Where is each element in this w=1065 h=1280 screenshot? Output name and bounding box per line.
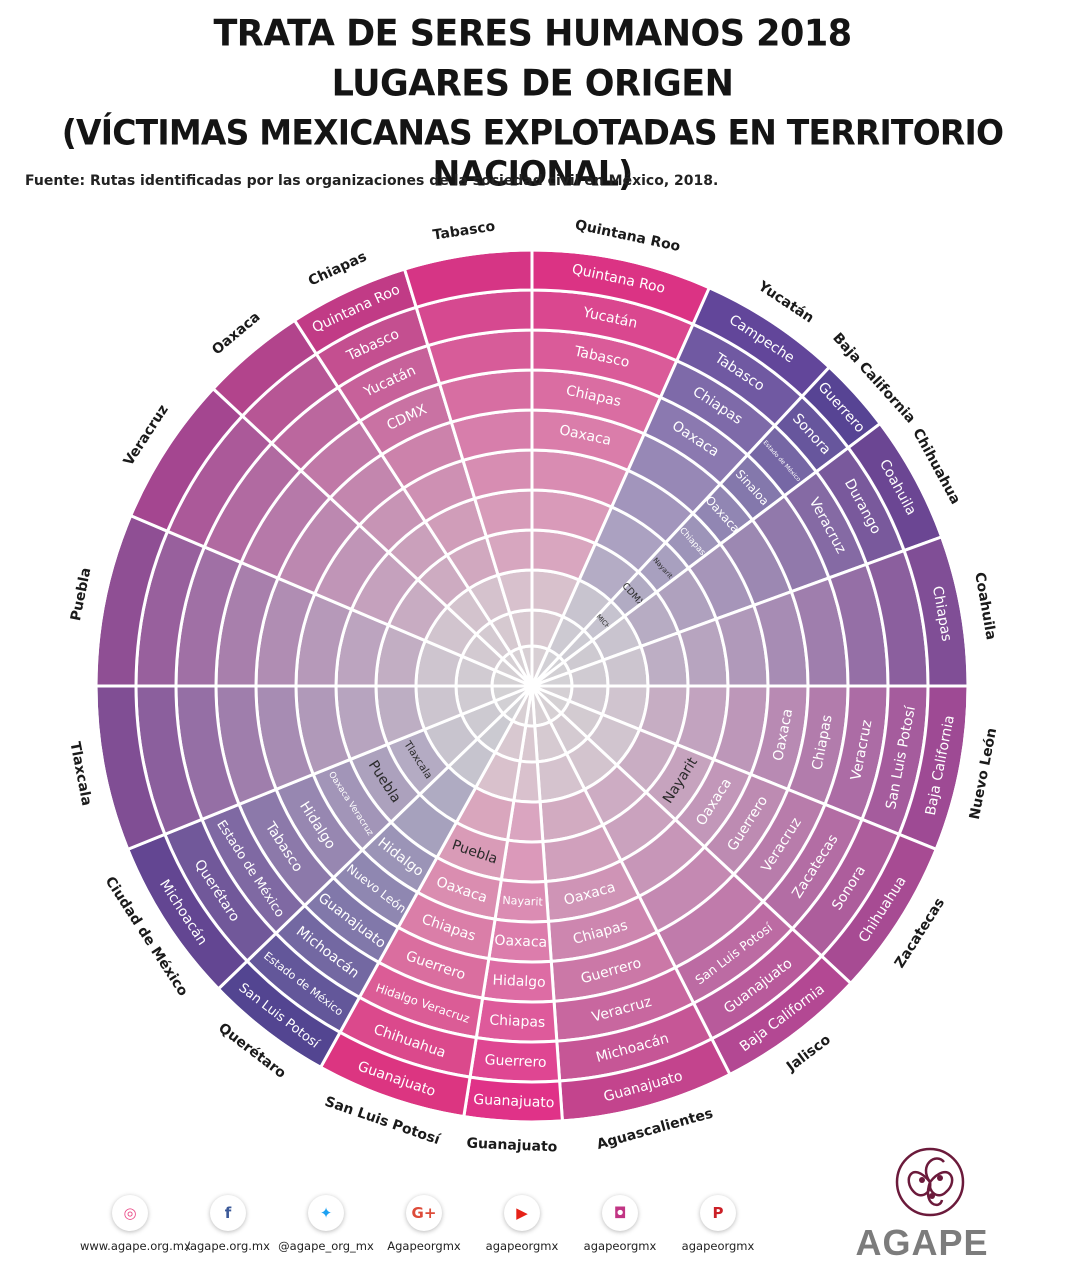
- origin-label: Nayarit: [502, 894, 544, 909]
- destination-label: Nuevo León: [967, 727, 1000, 821]
- title-line-3: (VÍCTIMAS MEXICANAS EXPLOTADAS EN TERRIT…: [61, 112, 1004, 194]
- social-label: /agape.org.mx: [186, 1239, 270, 1253]
- destination-label: Tabasco: [432, 218, 497, 243]
- youtube-icon[interactable]: ▶: [504, 1195, 540, 1231]
- dribbble-icon[interactable]: ◎: [112, 1195, 148, 1231]
- twitter-icon[interactable]: ✦: [308, 1195, 344, 1231]
- social-link[interactable]: ◘ agapeorgmx: [570, 1195, 670, 1253]
- pinterest-icon[interactable]: P: [700, 1195, 736, 1231]
- destination-label: Quintana Roo: [574, 217, 682, 255]
- social-link[interactable]: ▶ agapeorgmx: [472, 1195, 572, 1253]
- social-link[interactable]: f/agape.org.mx: [178, 1195, 278, 1253]
- destination-label: Puebla: [68, 566, 94, 622]
- origin-label: Oaxaca: [494, 933, 547, 951]
- google-plus-icon[interactable]: G+: [406, 1195, 442, 1231]
- origin-label: Chiapas: [489, 1012, 546, 1030]
- social-link[interactable]: G+ Agapeorgmx: [374, 1195, 474, 1253]
- origin-label: Guerrero: [484, 1052, 547, 1071]
- origin-label: Guanajuato: [473, 1092, 555, 1112]
- social-links: ◎ www.agape.org.mx f/agape.org.mx ✦ @agape_o…: [75, 1195, 835, 1265]
- title-line-2: LUGARES DE ORIGEN: [331, 63, 734, 105]
- destination-label: Coahuila: [971, 571, 999, 641]
- social-link[interactable]: ◎ www.agape.org.mx: [80, 1195, 191, 1253]
- social-label: agapeorgmx: [485, 1239, 559, 1253]
- title-line-1: TRATA DE SERES HUMANOS 2018: [213, 13, 852, 55]
- social-label: www.agape.org.mx: [80, 1239, 191, 1253]
- destination-label: Guanajuato: [466, 1136, 558, 1156]
- agape-flower-icon: [895, 1147, 965, 1217]
- origin-label: Hidalgo: [492, 973, 546, 991]
- destination-label: Chiapas: [306, 249, 369, 290]
- social-label: Agapeorgmx: [387, 1239, 461, 1253]
- agape-logo-text: AGAPE: [855, 1222, 989, 1263]
- destination-label: Tlaxcala: [66, 740, 94, 807]
- social-label: @agape_org_mx: [278, 1239, 374, 1253]
- social-link[interactable]: ✦ @agape_org_mx: [276, 1195, 376, 1253]
- source-note: Fuente: Rutas identificadas por las orga…: [25, 173, 719, 189]
- wheel-rim: [94, 248, 970, 1124]
- instagram-icon[interactable]: ◘: [602, 1195, 638, 1231]
- social-label: agapeorgmx: [583, 1239, 657, 1253]
- agape-logo: AGAPE: [852, 1140, 992, 1265]
- social-label: agapeorgmx: [681, 1239, 755, 1253]
- facebook-icon[interactable]: f: [210, 1195, 246, 1231]
